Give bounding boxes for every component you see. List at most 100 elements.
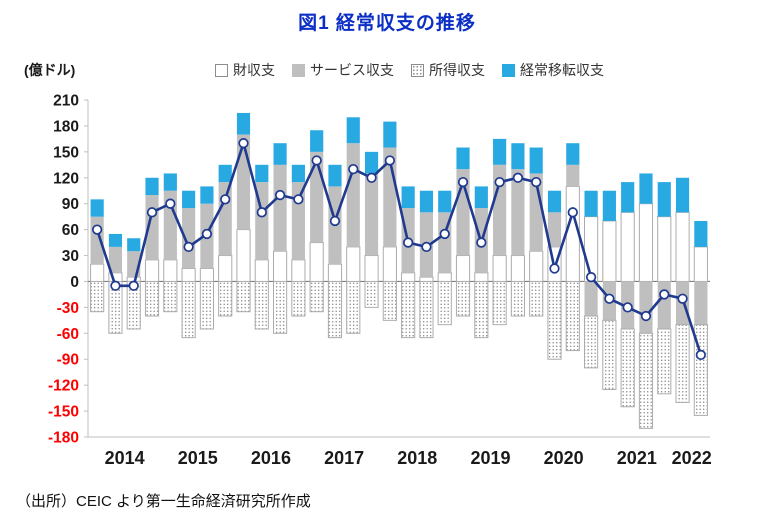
- bar-segment-white: [382, 246, 397, 282]
- y-tick-label: 120: [53, 170, 79, 187]
- total-line: [95, 141, 703, 357]
- bar-segment-gray: [639, 281, 653, 334]
- line-marker: [183, 241, 194, 253]
- bar-segment-dotted: [529, 280, 544, 317]
- x-axis-year-label: 2019: [470, 448, 510, 468]
- line-marker: [311, 155, 322, 166]
- transfers-balance-swatch-icon: [502, 63, 515, 77]
- y-tick-label: 150: [53, 144, 79, 161]
- bar-segment-white: [584, 216, 599, 282]
- legend-item-transfers-balance: 経常移転収支: [502, 60, 604, 80]
- line-marker: [531, 176, 542, 188]
- bar-segment-white: [236, 229, 251, 282]
- bar-segment-gray: [273, 164, 287, 252]
- bar-segment-gray: [511, 169, 525, 256]
- bar-segment-white: [565, 185, 580, 282]
- bar-segment-gray: [584, 281, 598, 317]
- bar-segment-dotted: [327, 280, 343, 339]
- bar-segment-cyan: [511, 143, 525, 170]
- bar-segment-cyan: [621, 182, 635, 213]
- line-marker: [494, 176, 505, 188]
- line-marker: [622, 302, 633, 313]
- bar-segment-cyan: [602, 190, 616, 221]
- x-axis-year-label: 2017: [324, 448, 364, 468]
- bar-segment-white: [529, 250, 544, 282]
- bar-segment-cyan: [310, 130, 324, 152]
- bar-segment-white: [419, 276, 434, 282]
- legend-item-goods-balance: 財収支: [215, 60, 275, 80]
- y-tick-label: -120: [48, 378, 79, 395]
- bar-segment-dotted: [492, 280, 507, 326]
- bar-segment-gray: [291, 182, 305, 260]
- bar-segment-cyan: [364, 151, 379, 174]
- services-balance-swatch-icon: [292, 63, 305, 77]
- bar-segment-gray: [694, 281, 708, 325]
- bar-segment-dotted: [584, 315, 599, 369]
- bar-segment-dotted: [510, 280, 525, 317]
- bar-segment-cyan: [401, 186, 415, 209]
- y-axis-unit-label: (億ドル): [24, 62, 76, 78]
- bar-segment-white: [144, 259, 160, 282]
- bar-segment-white: [90, 263, 105, 282]
- bar-segment-dotted: [437, 280, 452, 326]
- bar-segment-dotted: [364, 280, 379, 308]
- bar-segment-white: [675, 211, 690, 282]
- bar-segment-gray: [547, 212, 562, 247]
- bar-segment-white: [602, 220, 617, 282]
- bar-segment-white: [309, 242, 324, 282]
- line-marker: [274, 189, 286, 201]
- y-tick-label: 0: [70, 274, 79, 291]
- bar-segment-dotted: [163, 280, 178, 313]
- bar-segment-dotted: [401, 280, 416, 339]
- line-marker: [457, 176, 469, 188]
- bar-segment-gray: [364, 173, 379, 256]
- line-marker: [585, 271, 597, 283]
- bar-segment-cyan: [383, 121, 397, 148]
- bar-segment-cyan: [127, 238, 141, 252]
- legend-item-income-balance: 所得収支: [411, 60, 485, 80]
- bar-segment-white: [291, 259, 306, 282]
- line-marker: [604, 293, 615, 304]
- bar-segment-gray: [163, 190, 177, 260]
- bar-segment-cyan: [346, 117, 360, 144]
- bar-segment-cyan: [547, 190, 562, 213]
- bar-segment-gray: [493, 164, 507, 256]
- bar-segment-dotted: [90, 280, 105, 313]
- line-marker: [421, 241, 432, 253]
- bar-segment-dotted: [346, 280, 361, 334]
- line-marker: [549, 263, 560, 274]
- bar-segment-dotted: [565, 280, 580, 352]
- x-axis-year-label: 2014: [105, 448, 145, 468]
- bar-segment-dotted: [382, 280, 397, 321]
- bar-segment-cyan: [273, 143, 287, 165]
- bar-segment-gray: [566, 164, 580, 187]
- income-balance-swatch-icon: [411, 63, 424, 77]
- bar-segment-dotted: [199, 280, 214, 330]
- line-marker: [220, 194, 231, 205]
- bar-segment-white: [638, 203, 654, 282]
- bar-segment-dotted: [309, 280, 324, 313]
- chart-legend: 財収支 サービス収支 所得収支 経常移転収支: [215, 60, 604, 80]
- bar-segment-white: [273, 250, 288, 282]
- bar-segment-gray: [108, 246, 123, 273]
- y-tick-label: 30: [62, 248, 79, 265]
- bar-segment-cyan: [675, 177, 690, 213]
- bar-segment-white: [364, 255, 379, 282]
- bar-segment-white: [693, 246, 708, 282]
- source-note: （出所）CEIC より第一生命経済研究所作成: [16, 493, 311, 510]
- line-marker: [238, 138, 249, 149]
- chart-svg: 210 180 150 120 90 60 30 0 -30 -60 -90 -120 -150 -180…: [48, 93, 712, 469]
- bar-segment-dotted: [254, 280, 269, 330]
- x-axis-year-label: 2015: [178, 448, 218, 468]
- x-axis-year-label: 2018: [397, 448, 437, 468]
- bar-segment-cyan: [328, 164, 342, 187]
- line-marker: [659, 289, 670, 300]
- bar-segment-cyan: [694, 220, 708, 247]
- bar-segment-white: [492, 255, 507, 282]
- bar-segment-gray: [657, 281, 671, 329]
- bar-segment-dotted: [638, 332, 654, 429]
- bar-segment-cyan: [255, 164, 269, 183]
- bar-segment-dotted: [620, 328, 635, 408]
- line-marker: [402, 237, 414, 248]
